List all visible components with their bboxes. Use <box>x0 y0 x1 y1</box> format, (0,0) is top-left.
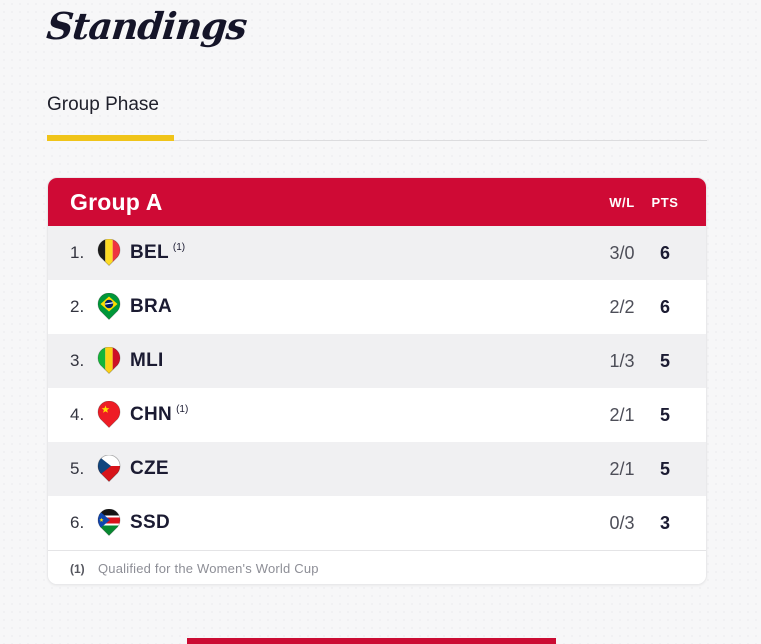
belgium-flag-icon <box>97 239 121 267</box>
pts-value: 6 <box>659 242 670 263</box>
column-header-wl: W/L <box>609 194 635 210</box>
tab-bar-divider <box>47 140 707 141</box>
team-code: CHN <box>130 404 173 425</box>
team-code: MLI <box>130 350 164 371</box>
pts-value: 6 <box>659 296 670 317</box>
team-row-cze[interactable]: 5. CZE 2/1 5 <box>48 442 706 496</box>
column-headers: W/L PTS <box>600 195 686 210</box>
page-title: Standings <box>44 4 249 48</box>
wl-value: 2/1 <box>609 458 635 479</box>
rank-label: 2. <box>70 297 85 316</box>
wl-value: 2/1 <box>609 404 635 425</box>
brazil-flag-icon <box>97 293 121 321</box>
rank-label: 1. <box>70 243 85 262</box>
qualification-note: (1) <box>172 241 186 253</box>
czechia-flag-icon <box>97 455 121 483</box>
team-row-bel[interactable]: 1. BEL (1) 3/0 6 <box>48 226 706 280</box>
team-row-mli[interactable]: 3. MLI 1/3 5 <box>48 334 706 388</box>
team-code: BEL <box>130 242 169 263</box>
team-row-chn[interactable]: 4. CHN (1) 2/1 5 <box>48 388 706 442</box>
group-a-header: Group A W/L PTS <box>48 178 706 226</box>
qualification-note: (1) <box>176 403 189 415</box>
china-flag-icon <box>97 401 121 429</box>
team-code: SSD <box>130 512 170 533</box>
wl-value: 2/2 <box>609 296 635 317</box>
mali-flag-icon <box>97 347 121 375</box>
pts-value: 5 <box>659 404 670 425</box>
group-title: Group A <box>70 188 163 215</box>
active-tab-indicator <box>47 135 174 141</box>
wl-value: 3/0 <box>609 242 635 263</box>
footnote: (1) Qualified for the Women's World Cup <box>48 550 706 584</box>
column-header-pts: PTS <box>651 194 679 210</box>
team-code: BRA <box>130 296 173 317</box>
footnote-marker: (1) <box>70 561 85 576</box>
team-row-bra[interactable]: 2. BRA 2/2 <box>48 280 706 334</box>
rank-label: 4. <box>70 405 85 424</box>
pts-value: 3 <box>659 512 670 533</box>
pts-value: 5 <box>659 350 670 371</box>
tab-group-phase[interactable]: Group Phase <box>47 94 159 115</box>
rank-label: 6. <box>70 513 85 532</box>
pts-value: 5 <box>659 458 670 479</box>
wl-value: 1/3 <box>609 350 635 371</box>
team-row-ssd[interactable]: 6. <box>48 496 706 550</box>
south-sudan-flag-icon <box>97 509 121 537</box>
rank-label: 3. <box>70 351 85 370</box>
wl-value: 0/3 <box>609 512 635 533</box>
group-a-standings-card: Group A W/L PTS 1. <box>47 177 707 585</box>
rank-label: 5. <box>70 459 85 478</box>
bottom-red-strip <box>187 638 556 644</box>
footnote-text: Qualified for the Women's World Cup <box>98 561 319 576</box>
team-code: CZE <box>130 458 169 479</box>
standings-rows: 1. BEL (1) 3/0 6 <box>48 226 706 550</box>
